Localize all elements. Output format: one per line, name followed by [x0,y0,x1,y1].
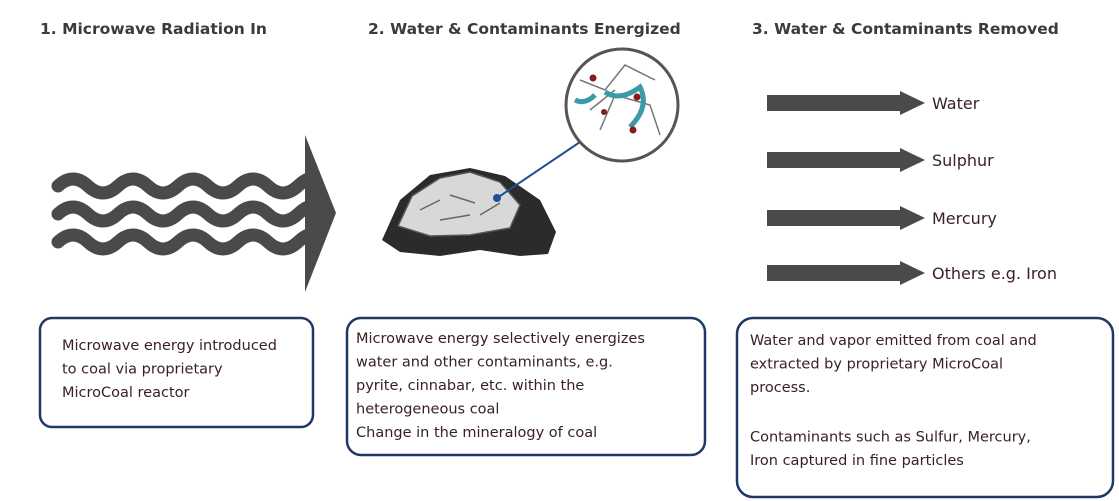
description-line: heterogeneous coal [356,402,499,418]
output-arrow [767,261,925,285]
description-line: Iron captured in fine particles [750,453,964,469]
microwave-arrow [58,179,313,249]
diagram: 1. Microwave Radiation In Microwave energ… [0,0,1119,501]
description-line: Contaminants such as Sulfur, Mercury, [750,430,1031,446]
arrow-head [305,135,336,292]
step-title: 3. Water & Contaminants Removed [752,20,1059,38]
description-line: process. [750,380,810,396]
output-label: Mercury [932,209,997,228]
zoom-point [493,194,501,202]
output-label: Others e.g. Iron [932,264,1057,283]
description-line: Microwave energy introduced [62,338,277,354]
description-line: Change in the mineralogy of coal [356,425,597,441]
description-line: MicroCoal reactor [62,385,190,401]
step-title: 2. Water & Contaminants Energized [368,20,681,38]
description-line: to coal via proprietary [62,362,223,378]
description-line: water and other contaminants, e.g. [356,355,613,371]
output-arrow [767,91,925,115]
output-label: Water [932,94,980,113]
output-arrow [767,148,925,172]
description-line: pyrite, cinnabar, etc. within the [356,378,584,394]
zoom-line [497,142,580,198]
coal-rock [382,168,556,256]
description-line: Water and vapor emitted from coal and [750,333,1037,349]
output-label: Sulphur [932,151,994,170]
description-line: extracted by proprietary MicroCoal [750,357,1003,373]
magnified-view [566,49,678,161]
output-arrow [767,206,925,230]
description-line: Microwave energy selectively energizes [356,331,645,347]
step-title: 1. Microwave Radiation In [40,20,267,38]
